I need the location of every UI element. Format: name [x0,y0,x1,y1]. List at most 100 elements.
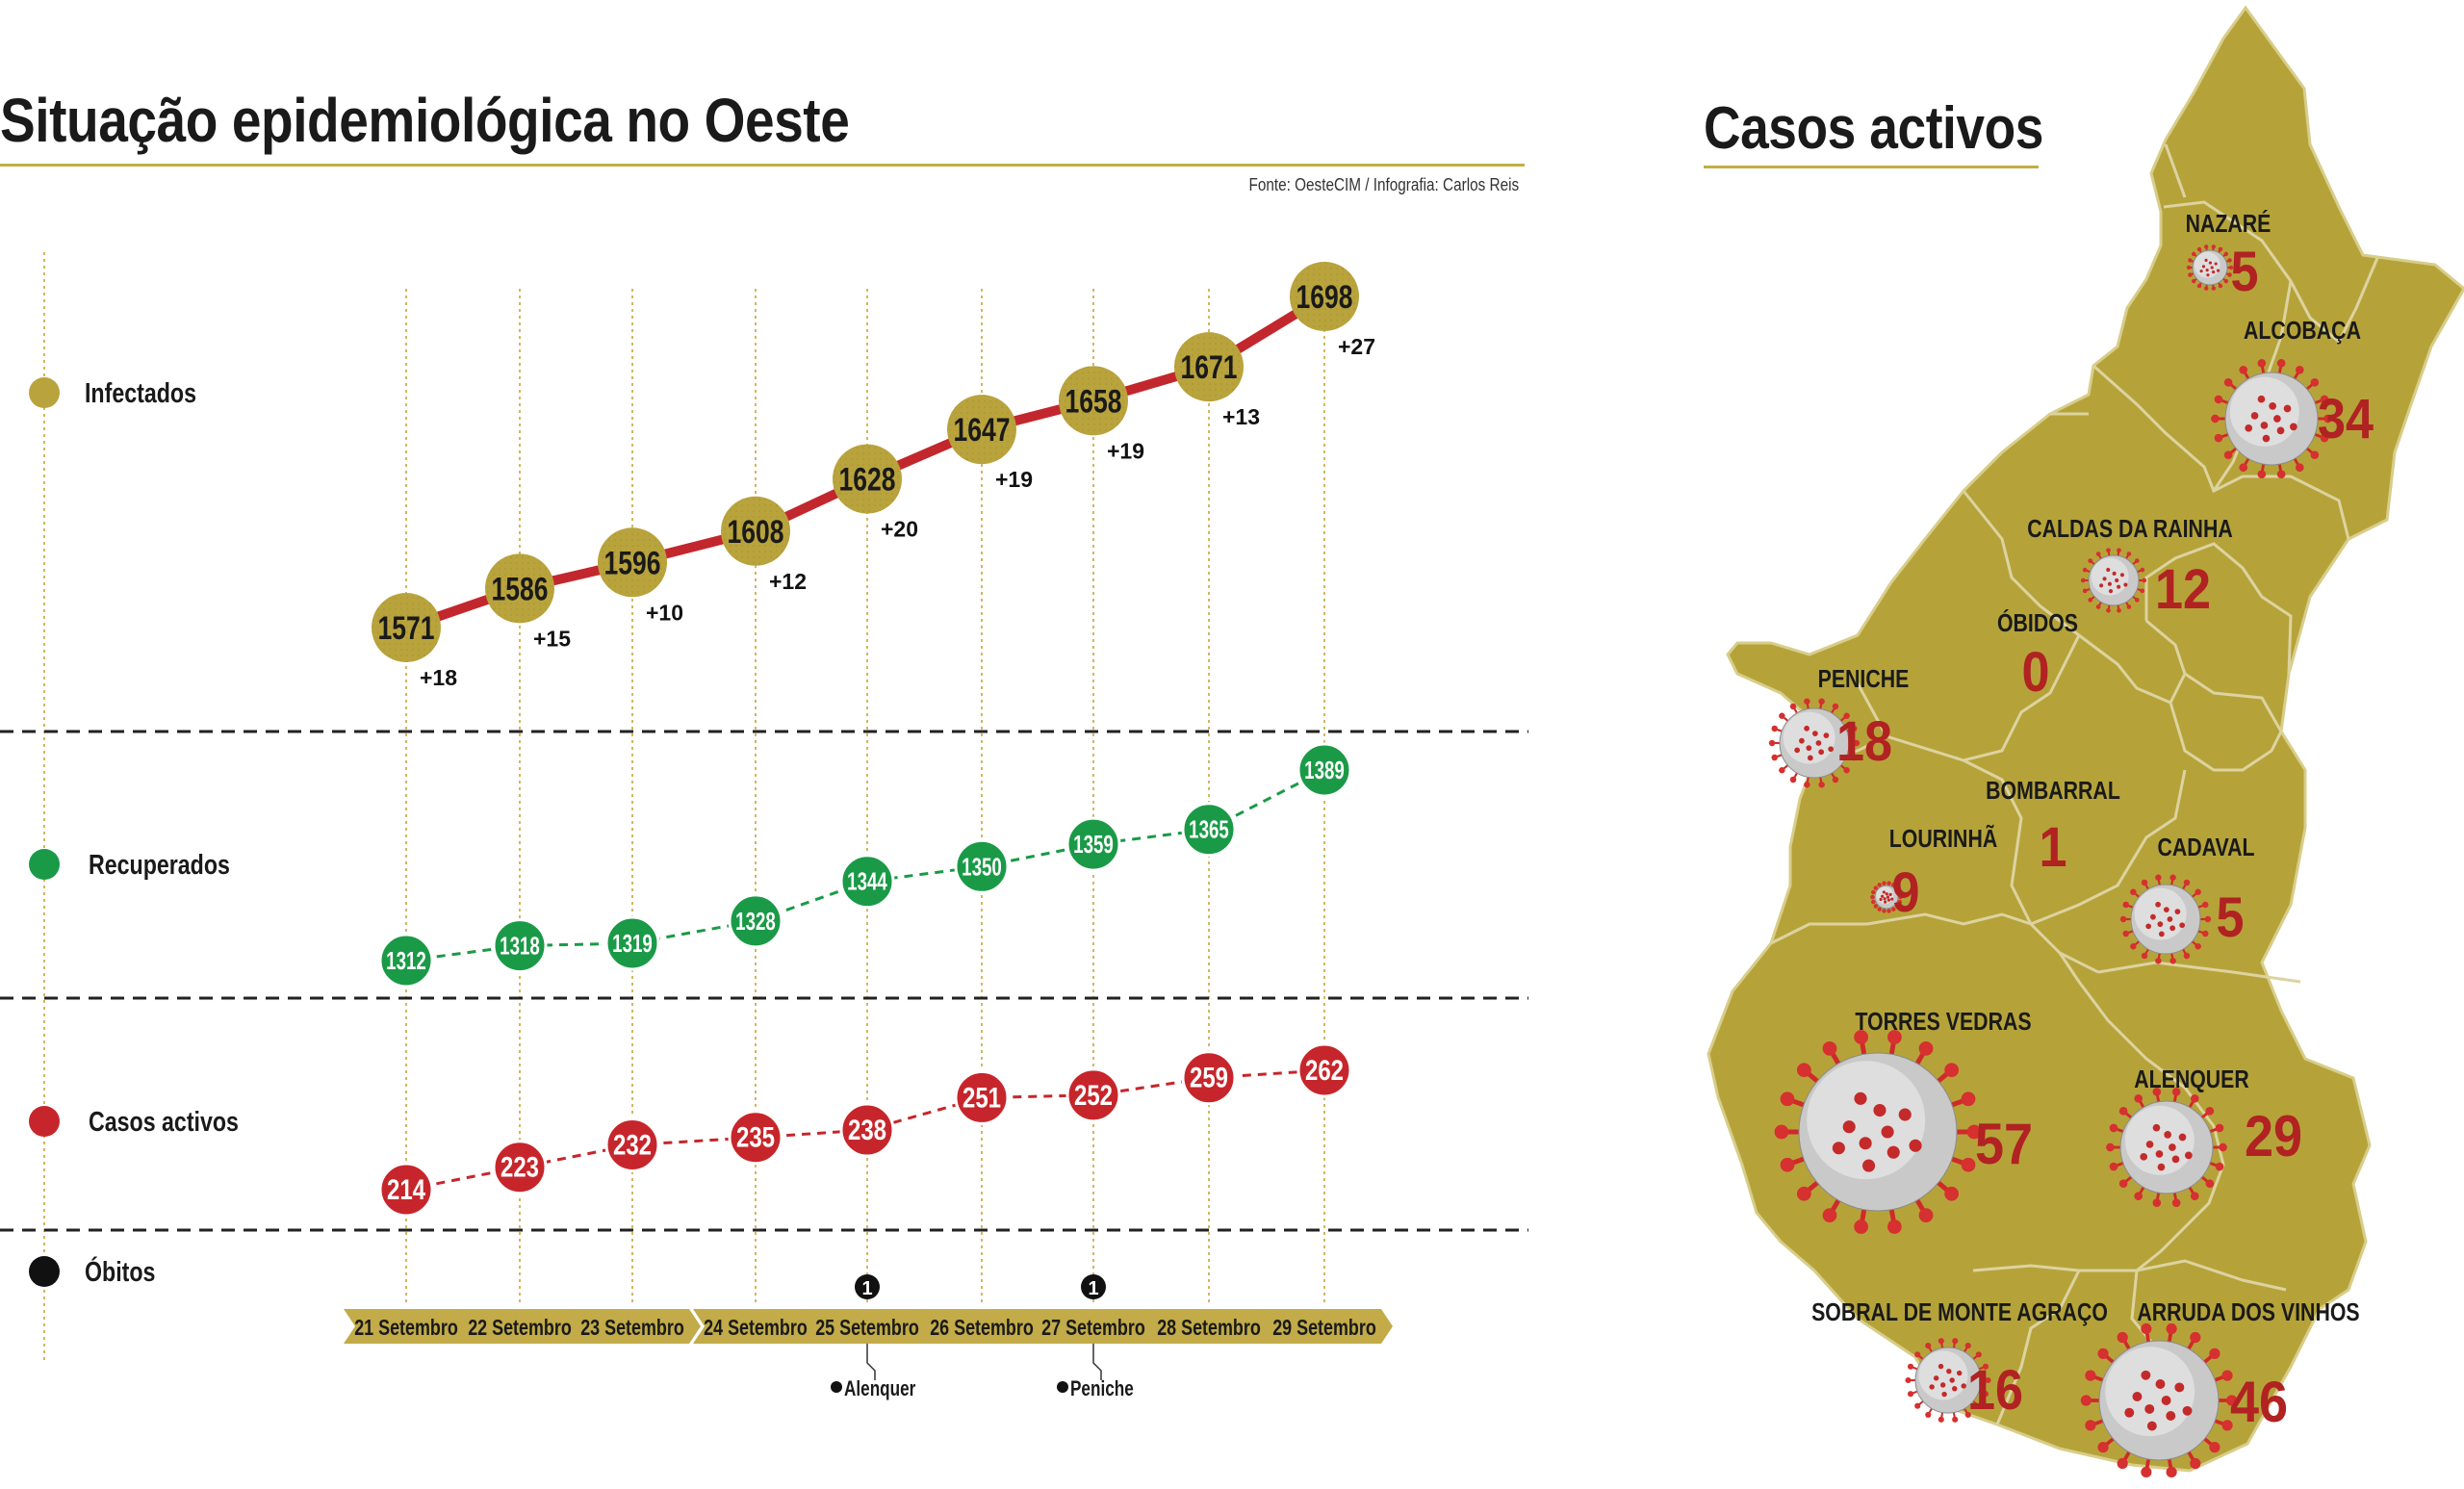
legend-casos-activos-label: Casos activos [89,1105,239,1137]
region-value: 34 [2318,387,2374,449]
municipality-border [2184,672,2283,732]
value-label-recuperados: 1328 [735,907,776,936]
value-label-recuperados: 1319 [612,929,653,958]
virus-icon [2080,1322,2238,1478]
region-value: 12 [2155,557,2211,620]
municipality-border [1963,758,2099,974]
death-place-dot [831,1381,842,1393]
region-value: 57 [1975,1112,2033,1176]
point-recuperados [1065,816,1121,872]
date-tag [805,1309,936,1344]
value-label-infectados: 1586 [492,571,549,607]
value-label-casos-activos: 251 [962,1081,1001,1114]
point-casos-activos [604,1117,660,1172]
virus-icon [2080,548,2147,613]
value-label-recuperados: 1350 [962,852,1002,881]
death-count: 1 [861,1278,872,1299]
date-label: 24 Setembro [704,1316,808,1341]
point-recuperados [378,933,434,988]
region-name: ÓBIDOS [1997,608,2078,638]
region-name: PENICHE [1818,665,1910,694]
date-label: 29 Setembro [1272,1316,1376,1341]
region-value: 1 [2039,815,2066,878]
region-value: 0 [2021,640,2049,703]
region-value: 29 [2245,1104,2302,1168]
municipality-border [1972,1259,2287,1292]
virus-icon [2106,1088,2227,1207]
municipality-border [2164,143,2187,198]
delta-label-infectados: +18 [420,665,457,690]
municipality-border [2092,364,2350,540]
date-tag [1262,1309,1393,1344]
date-label: 21 Setembro [354,1316,458,1341]
municipality-border [2030,769,2187,926]
point-recuperados [1181,802,1237,858]
point-recuperados [604,915,660,971]
value-label-casos-activos: 252 [1074,1078,1113,1111]
municipality-border [1856,634,2081,762]
date-label: 28 Setembro [1157,1316,1261,1341]
municipality-border [1962,490,2187,705]
point-infectados [598,527,667,598]
region-name: NAZARÉ [2186,209,2272,239]
map-title: Casos activos [1704,95,2044,162]
municipality-border [2144,542,2293,675]
virus-icon [2186,244,2234,291]
municipality-border [1770,912,2032,945]
value-label-recuperados: 1312 [386,946,426,975]
point-recuperados [728,893,783,949]
date-tag [457,1309,588,1344]
point-casos-activos [1065,1067,1121,1123]
series-line-recuperados [405,768,1325,963]
death-place-label: Peniche [1070,1377,1134,1401]
point-recuperados [1296,742,1352,798]
value-label-infectados: 1671 [1181,349,1238,386]
region-name: ALENQUER [2134,1065,2249,1094]
legend-obitos-marker [29,1256,60,1287]
point-casos-activos [839,1102,895,1158]
death-count: 1 [1088,1278,1098,1299]
value-label-infectados: 1628 [839,461,896,498]
legend-infectados-label: Infectados [85,376,196,408]
value-label-recuperados: 1344 [847,867,887,896]
death-marker [855,1274,880,1299]
point-infectados [721,496,790,566]
delta-label-infectados: +15 [533,626,571,651]
delta-label-infectados: +20 [881,517,918,542]
date-label: 25 Setembro [815,1316,919,1341]
value-label-recuperados: 1389 [1304,756,1345,784]
delta-label-infectados: +27 [1338,334,1375,359]
value-label-casos-activos: 238 [848,1113,886,1145]
title-rule [0,164,1525,167]
date-label: 26 Setembro [930,1316,1034,1341]
region-value: 5 [2216,886,2244,948]
region-outline [1707,5,2464,1473]
date-tag [344,1309,475,1344]
delta-label-infectados: +13 [1222,404,1260,429]
epidemiology-chart: 1571 +18 1586 +15 1596 +10 1608 +12 1628 +20 1647 +… [0,252,1528,1401]
point-recuperados [954,838,1010,894]
legend-infectados-marker [29,377,60,408]
point-casos-activos [492,1140,548,1195]
municipality-border [2058,952,2225,1272]
value-label-recuperados: 1318 [500,931,540,960]
region-name: SOBRAL DE MONTE AGRAÇO [1811,1298,2108,1327]
virus-icon [1870,881,1903,913]
point-infectados [1290,262,1359,331]
legend-obitos-label: Óbitos [85,1255,155,1287]
municipality-border [1995,1270,2081,1425]
point-infectados [947,395,1016,465]
virus-icon [1774,1030,1982,1234]
page-title: Situação epidemiológica no Oeste [0,86,850,155]
death-leader-line [1092,1344,1102,1380]
point-casos-activos [1296,1042,1352,1098]
region-name: BOMBARRAL [1986,777,2120,806]
point-recuperados [492,918,548,974]
region-name: CADAVAL [2157,834,2254,862]
region-name: LOURINHÃ [1889,824,1997,854]
legend-recuperados-marker [29,849,60,880]
region-value: 5 [2230,240,2258,302]
region-name: TORRES VEDRAS [1855,1008,2031,1037]
death-place-dot [1057,1381,1068,1393]
death-leader-line [866,1344,876,1380]
